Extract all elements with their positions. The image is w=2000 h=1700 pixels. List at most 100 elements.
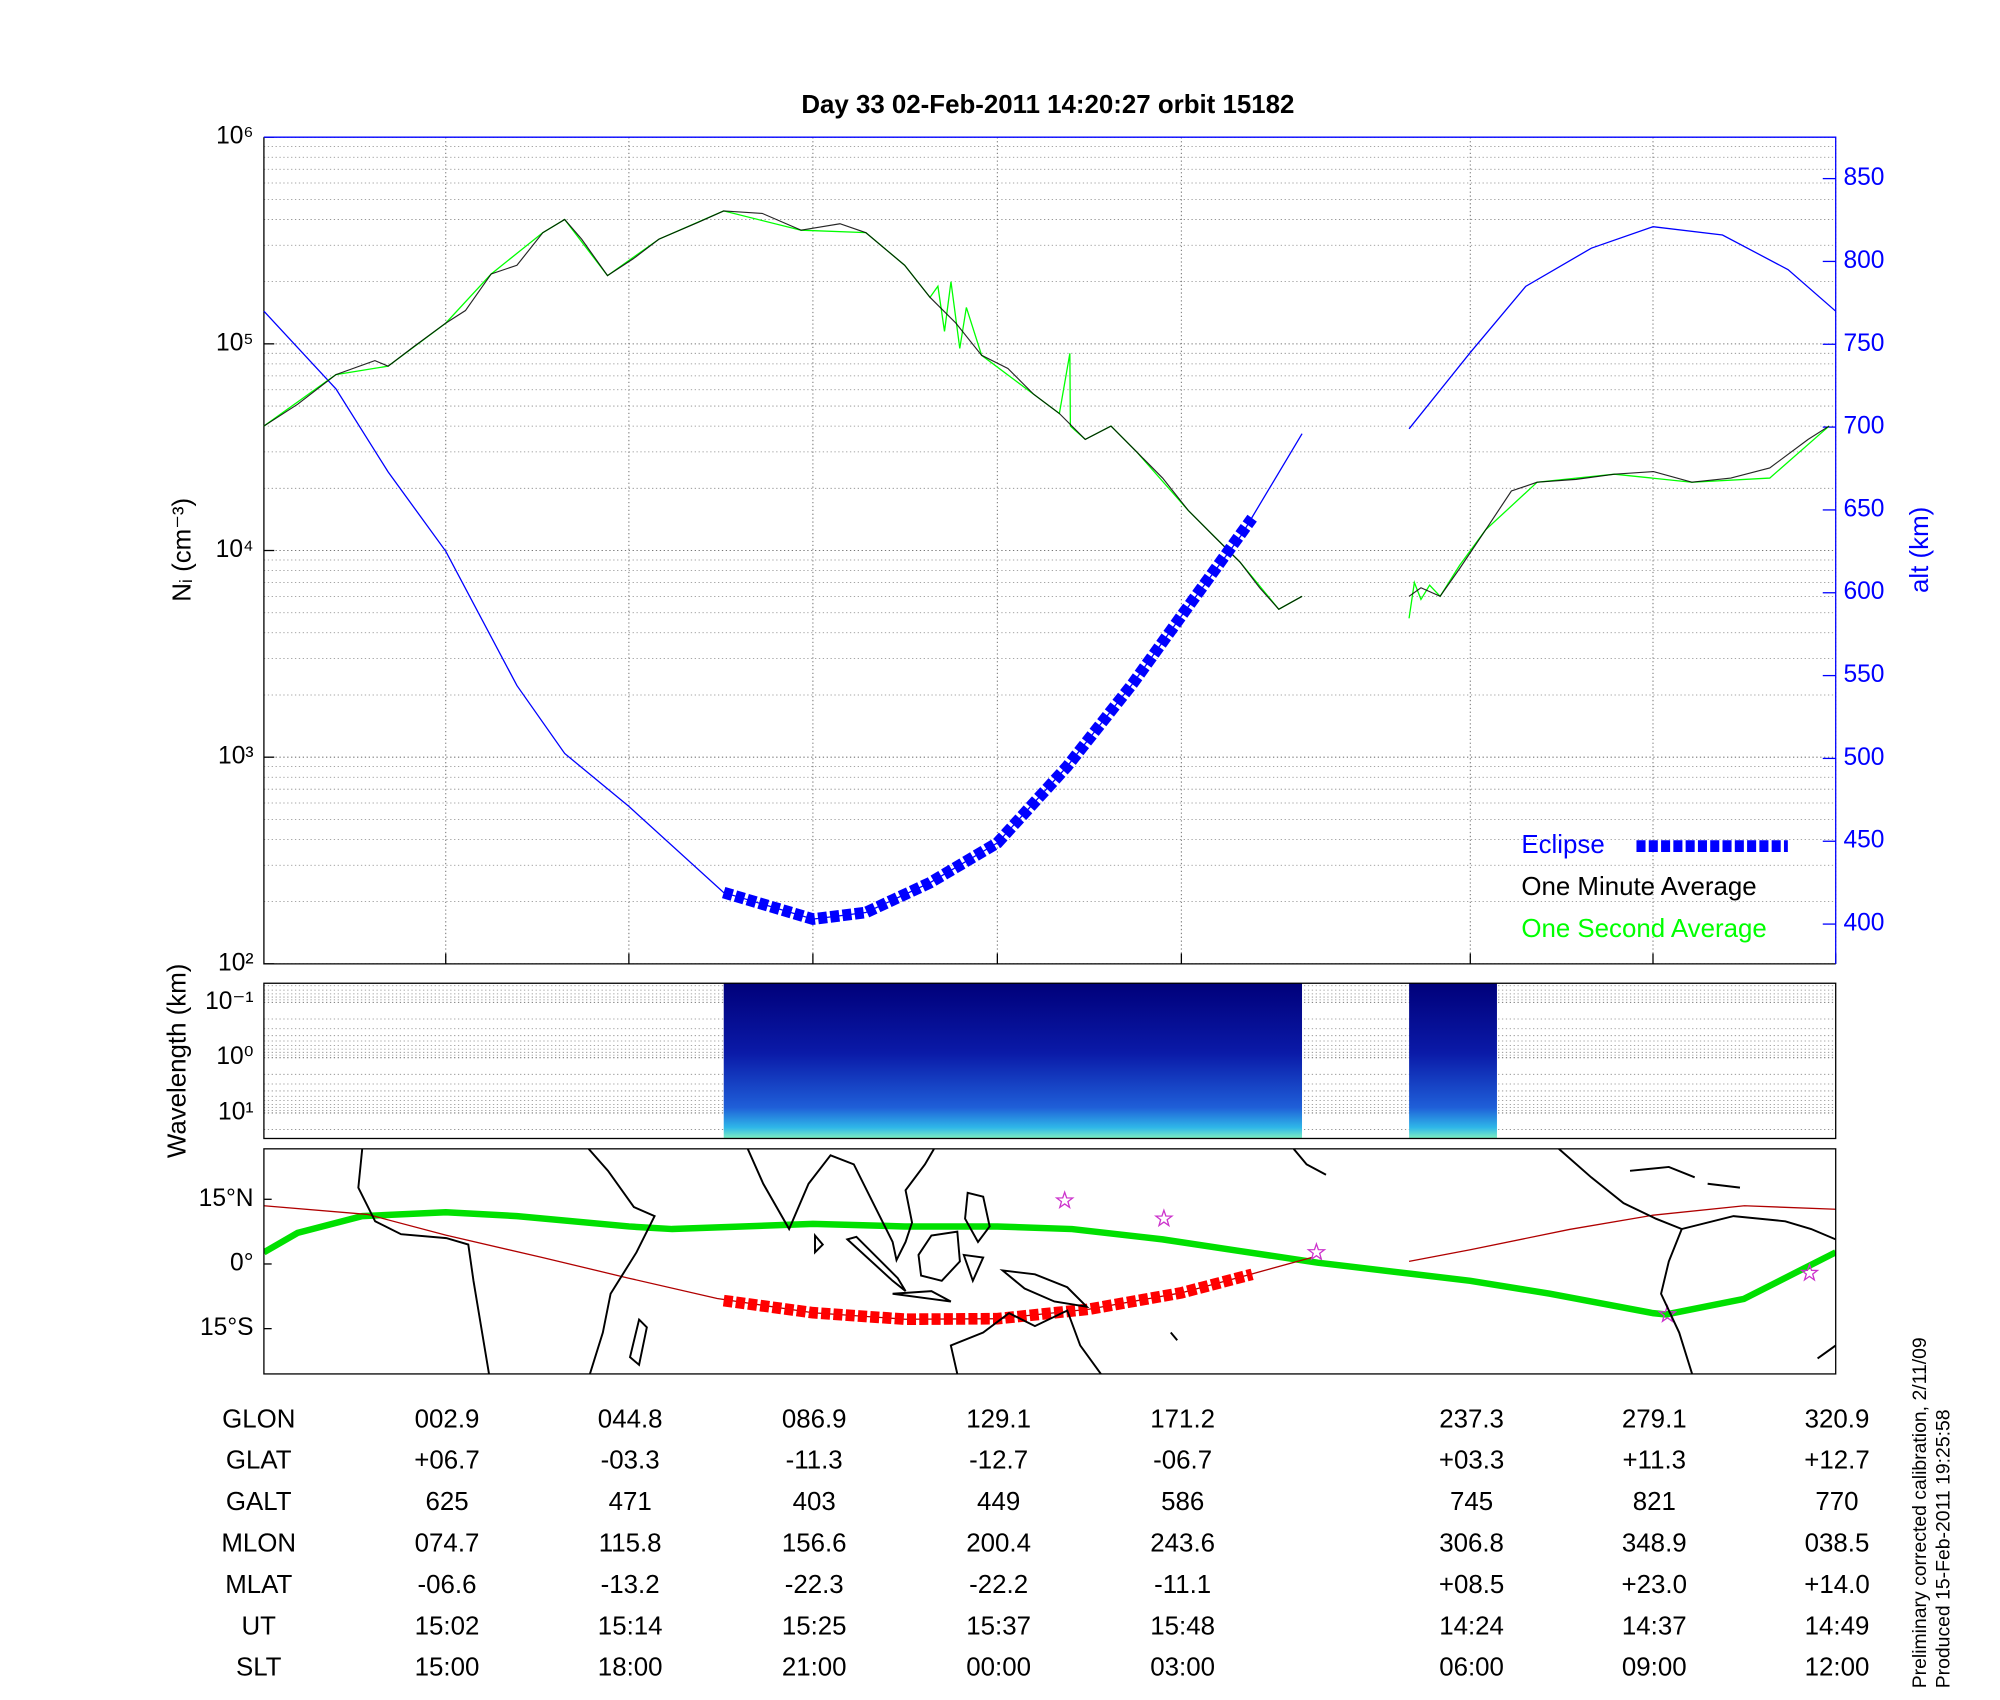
y2-tick-label: 450 <box>1843 827 1884 854</box>
y-tick-label: 10⁴ <box>216 536 254 563</box>
table-cell: 038.5 <box>1805 1530 1870 1558</box>
y2-axis-frame <box>263 136 1837 964</box>
calibration-note: Preliminary corrected calibration, 2/11/… <box>1909 1337 1931 1688</box>
table-cell: 745 <box>1450 1488 1493 1516</box>
table-cell: -13.2 <box>601 1571 660 1599</box>
coastline <box>628 1317 648 1367</box>
table-cell: -06.6 <box>418 1571 477 1599</box>
y2-tick-label: 850 <box>1843 164 1884 191</box>
table-cell: 171.2 <box>1150 1405 1215 1433</box>
table-cell: 18:00 <box>598 1654 663 1682</box>
coastline <box>962 1253 985 1284</box>
produced-note: Produced 15-Feb-2011 19:25:58 <box>1932 1409 1954 1688</box>
table-cell: +11.3 <box>1623 1447 1687 1475</box>
table-cell: 821 <box>1633 1488 1676 1516</box>
table-row-label: SLT <box>236 1654 282 1682</box>
coastline <box>814 1232 825 1255</box>
series-line <box>263 226 1837 920</box>
table-cell: 086.9 <box>782 1405 847 1433</box>
y2-tick-label: 700 <box>1843 413 1884 440</box>
eclipse-line <box>722 514 1257 926</box>
chart-title: Day 33 02-Feb-2011 14:20:27 orbit 15182 <box>801 91 1294 119</box>
y-tick-label: 10¹ <box>218 1098 254 1125</box>
star-marker <box>1799 1262 1820 1282</box>
y-axis-label: Nᵢ (cm⁻³) <box>169 498 197 602</box>
coastline <box>1170 1331 1178 1341</box>
table-cell: 15:25 <box>782 1612 847 1640</box>
spectrogram-block <box>723 983 1303 1139</box>
series-line <box>263 210 1830 610</box>
table-row-label: UT <box>241 1612 276 1640</box>
legend-label: One Minute Average <box>1521 873 1756 901</box>
table-cell: -06.7 <box>1153 1447 1212 1475</box>
y-tick-label: 10⁵ <box>216 329 254 356</box>
table-cell: 15:02 <box>415 1612 480 1640</box>
table-cell: 06:00 <box>1439 1654 1504 1682</box>
y2-tick-label: 600 <box>1843 578 1884 605</box>
table-cell: 243.6 <box>1150 1530 1215 1558</box>
y-tick-label: 10² <box>218 949 254 976</box>
table-cell: -12.7 <box>969 1447 1028 1475</box>
star-marker <box>1657 1304 1678 1323</box>
coastline <box>1292 1148 1327 1176</box>
table-cell: -22.3 <box>785 1571 844 1599</box>
table-cell: -11.1 <box>1154 1571 1211 1599</box>
table-cell: 115.8 <box>599 1530 662 1558</box>
y-tick-label: 0° <box>230 1249 253 1276</box>
coastline <box>964 1191 991 1244</box>
coastline <box>746 1148 935 1263</box>
table-row-label: GLAT <box>226 1447 292 1475</box>
map-layer <box>263 1205 1836 1326</box>
table-cell: 09:00 <box>1622 1654 1687 1682</box>
axis-frame <box>263 982 1837 1140</box>
y2-axis-label: alt (km) <box>1906 507 1934 593</box>
coastline <box>1558 1148 1836 1241</box>
coastline <box>917 1230 961 1282</box>
table-cell: 449 <box>977 1488 1020 1516</box>
table-row-label: MLON <box>221 1530 296 1558</box>
table-cell: -22.2 <box>969 1571 1028 1599</box>
y2-tick-label: 800 <box>1843 247 1884 274</box>
table-cell: +08.5 <box>1439 1571 1504 1599</box>
table-cell: +23.0 <box>1622 1571 1687 1599</box>
table-row-label: GLON <box>222 1405 295 1433</box>
coastline <box>587 1148 656 1374</box>
y-tick-label: 15°S <box>200 1314 254 1341</box>
axis-frame <box>263 137 1836 965</box>
coastline <box>999 1269 1090 1309</box>
table-cell: 200.4 <box>966 1530 1031 1558</box>
legend-label: Eclipse <box>1521 831 1604 859</box>
coastline <box>357 1148 490 1374</box>
table-cell: 14:49 <box>1805 1612 1870 1640</box>
spectrogram-y-label: Wavelength (km) <box>163 964 191 1158</box>
table-cell: 15:00 <box>415 1654 480 1682</box>
table-cell: +12.7 <box>1804 1447 1869 1475</box>
coastline <box>845 1235 907 1292</box>
table-cell: 237.3 <box>1439 1405 1504 1433</box>
table-cell: 15:14 <box>598 1612 663 1640</box>
y2-tick-label: 550 <box>1843 661 1884 688</box>
table-cell: -03.3 <box>601 1447 660 1475</box>
table-cell: 586 <box>1161 1488 1204 1516</box>
table-cell: -11.3 <box>786 1447 843 1475</box>
eclipse-track <box>722 1268 1254 1326</box>
table-cell: 00:00 <box>966 1654 1031 1682</box>
table-cell: 279.1 <box>1622 1405 1687 1433</box>
table-cell: 14:24 <box>1439 1612 1504 1640</box>
map-line <box>263 1208 1836 1318</box>
star-marker <box>1054 1190 1075 1210</box>
coastline <box>1629 1165 1741 1189</box>
y2-tick-label: 650 <box>1843 495 1884 522</box>
y-tick-label: 10⁶ <box>216 123 253 150</box>
table-cell: +06.7 <box>414 1447 479 1475</box>
table-cell: 002.9 <box>415 1405 480 1433</box>
table-cell: 625 <box>425 1488 468 1516</box>
coastline <box>892 1290 952 1303</box>
spectrogram-block <box>1409 983 1497 1139</box>
table-row-label: MLAT <box>225 1571 292 1599</box>
coastline <box>1817 1344 1836 1360</box>
series-line <box>263 210 1830 619</box>
y2-tick-label: 500 <box>1843 744 1884 771</box>
table-cell: 348.9 <box>1622 1530 1687 1558</box>
